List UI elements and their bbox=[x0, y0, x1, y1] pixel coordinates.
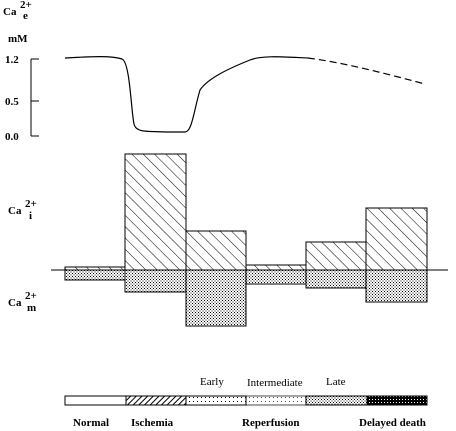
ca-e-superscript: 2+ bbox=[20, 0, 32, 11]
ca-i-label: Ca bbox=[8, 205, 22, 217]
label-normal: Normal bbox=[73, 417, 109, 429]
label-ischemia: Ischemia bbox=[131, 417, 174, 429]
label-delayed-death: Delayed death bbox=[359, 417, 426, 429]
phase-delayed-death bbox=[366, 395, 428, 406]
tick-label-0-5: 0.5 bbox=[5, 96, 19, 108]
ca-m-superscript: 2+ bbox=[25, 290, 37, 302]
ca-m-bar-delayed bbox=[365, 269, 428, 303]
phase-late bbox=[305, 395, 368, 406]
tick-label-1-2: 1.2 bbox=[5, 54, 19, 66]
ca-i-bar-late bbox=[305, 241, 367, 271]
ca-i-bar-delayed bbox=[365, 207, 428, 271]
ca-m-bar-intermediate bbox=[245, 269, 307, 285]
ca-e-panel: Ca 2+ e mM 1.2 0.5 0.0 bbox=[3, 0, 426, 143]
phase-timeline: Early Intermediate Late Normal Ischemia … bbox=[64, 376, 428, 429]
tick-label-0-0: 0.0 bbox=[5, 131, 19, 143]
ca-i-bar-intermediate bbox=[245, 264, 307, 271]
ca-m-bars bbox=[64, 269, 428, 327]
ca-i-superscript: 2+ bbox=[25, 198, 37, 210]
ca-i-bar-ischemia bbox=[124, 153, 187, 271]
ca-e-curve-dashed bbox=[307, 57, 426, 85]
ca-m-bar-early bbox=[185, 269, 247, 327]
unit-label: mM bbox=[8, 33, 28, 45]
phase-ischemia bbox=[125, 395, 187, 406]
ca-e-curve bbox=[64, 56, 309, 133]
ca-e-subscript: e bbox=[23, 10, 28, 22]
phase-normal bbox=[64, 395, 127, 406]
ca-m-bar-late bbox=[305, 269, 367, 289]
ca-m-label: Ca bbox=[8, 297, 22, 309]
ca-m-bar-normal bbox=[64, 269, 126, 281]
ca-labels: Ca 2+ i Ca 2+ m bbox=[8, 198, 37, 314]
ca-m-bar-ischemia bbox=[124, 269, 187, 293]
label-late: Late bbox=[326, 376, 346, 388]
ca-i-subscript: i bbox=[29, 210, 32, 222]
label-reperfusion: Reperfusion bbox=[242, 417, 299, 429]
label-intermediate: Intermediate bbox=[247, 377, 303, 389]
ca-i-bar-early bbox=[185, 230, 247, 271]
phase-intermediate bbox=[245, 395, 307, 406]
phase-early bbox=[185, 395, 247, 406]
ca-i-bars bbox=[64, 153, 428, 271]
ca-e-label: Ca bbox=[3, 6, 17, 18]
ca-m-subscript: m bbox=[27, 302, 36, 314]
label-early: Early bbox=[200, 376, 224, 388]
